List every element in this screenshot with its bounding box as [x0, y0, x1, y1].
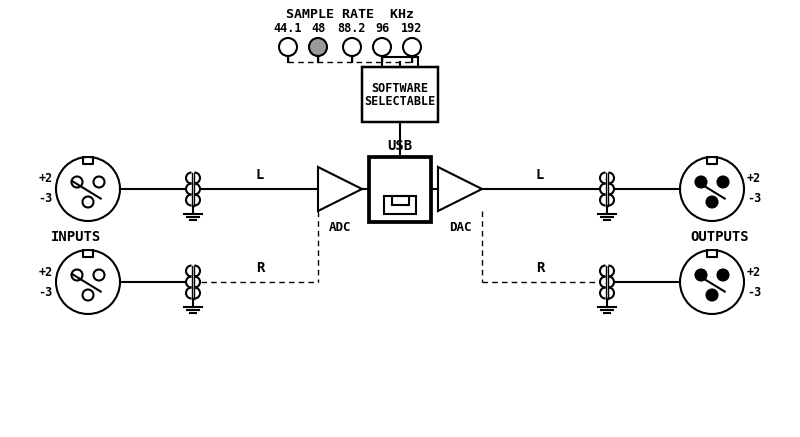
- Bar: [391, 195, 409, 205]
- Text: DAC: DAC: [449, 221, 471, 234]
- Text: L: L: [536, 168, 544, 182]
- Bar: [384, 195, 416, 214]
- Bar: [369, 156, 431, 222]
- Text: 44.1: 44.1: [274, 22, 302, 35]
- Text: 88.2: 88.2: [338, 22, 366, 35]
- Text: R: R: [536, 261, 544, 275]
- Text: SELECTABLE: SELECTABLE: [364, 95, 436, 108]
- Circle shape: [343, 38, 361, 56]
- Text: SAMPLE RATE  KHz: SAMPLE RATE KHz: [286, 7, 414, 21]
- Circle shape: [718, 177, 729, 187]
- Text: 48: 48: [311, 22, 325, 35]
- Circle shape: [695, 270, 706, 281]
- Circle shape: [279, 38, 297, 56]
- Circle shape: [309, 38, 327, 56]
- Text: 96: 96: [375, 22, 389, 35]
- Text: SOFTWARE: SOFTWARE: [371, 82, 429, 95]
- Circle shape: [706, 289, 718, 301]
- Text: -3: -3: [747, 285, 762, 298]
- Text: R: R: [256, 261, 264, 275]
- Circle shape: [706, 197, 718, 208]
- Circle shape: [718, 270, 729, 281]
- Circle shape: [403, 38, 421, 56]
- Text: +2: +2: [747, 173, 762, 185]
- Bar: [362, 67, 438, 122]
- Text: OUTPUTS: OUTPUTS: [690, 230, 749, 244]
- Circle shape: [695, 177, 706, 187]
- Text: ADC: ADC: [329, 221, 351, 234]
- Text: USB: USB: [387, 139, 413, 153]
- Text: -3: -3: [747, 193, 762, 205]
- Text: L: L: [256, 168, 264, 182]
- Text: -3: -3: [38, 285, 53, 298]
- Text: -3: -3: [38, 193, 53, 205]
- Text: +2: +2: [747, 266, 762, 278]
- Bar: [382, 57, 418, 67]
- Circle shape: [373, 38, 391, 56]
- Text: +2: +2: [38, 266, 53, 278]
- Text: 192: 192: [402, 22, 422, 35]
- Text: +2: +2: [38, 173, 53, 185]
- Text: INPUTS: INPUTS: [51, 230, 102, 244]
